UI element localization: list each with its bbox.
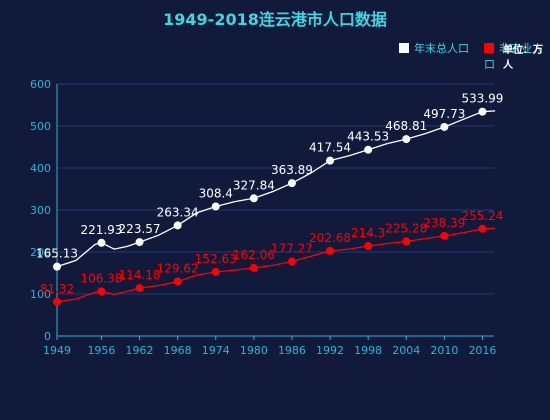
data-label-1: 81.32 bbox=[40, 282, 74, 296]
legend-item-nonag[interactable]: 非农业人口 bbox=[484, 40, 550, 72]
data-label-0: 223.57 bbox=[119, 222, 161, 236]
x-tick-label: 1998 bbox=[354, 344, 382, 357]
x-tick-label: 2010 bbox=[430, 344, 458, 357]
data-point-0 bbox=[135, 238, 144, 247]
axes: 0 100 200 300 400 500 600 1949 1956 1962 1968 1974 1… bbox=[30, 78, 496, 357]
chart-title: 1949-2018连云港市人口数据 bbox=[163, 10, 387, 29]
data-point-1 bbox=[364, 241, 373, 250]
x-tick-label: 1986 bbox=[278, 344, 306, 357]
x-tick-label: 1949 bbox=[43, 344, 71, 357]
data-label-0: 363.89 bbox=[271, 163, 313, 177]
y-tick-label: 400 bbox=[30, 162, 51, 175]
data-label-0: 308.4 bbox=[199, 186, 233, 200]
data-point-0 bbox=[478, 107, 487, 116]
data-point-0 bbox=[97, 238, 106, 247]
y-tick-label: 300 bbox=[30, 204, 51, 217]
data-point-0 bbox=[173, 221, 182, 230]
data-point-1 bbox=[53, 297, 61, 306]
data-label-0: 263.34 bbox=[157, 205, 199, 219]
x-tick-label: 1980 bbox=[240, 344, 268, 357]
data-point-0 bbox=[287, 179, 296, 188]
x-tick-label: 2016 bbox=[468, 344, 496, 357]
data-point-0 bbox=[326, 156, 335, 165]
y-tick-label: 200 bbox=[30, 246, 51, 259]
legend-label-nonag: 非农业人口 bbox=[484, 42, 543, 71]
data-label-1: 202.68 bbox=[309, 231, 351, 245]
legend-swatch-total bbox=[399, 43, 409, 53]
data-label-1: 214.3 bbox=[351, 226, 385, 240]
legend-item-total[interactable]: 年末总人口 bbox=[399, 40, 469, 56]
data-label-1: 225.28 bbox=[385, 221, 427, 235]
y-tick-label: 600 bbox=[30, 78, 51, 91]
x-tick-label: 1956 bbox=[87, 344, 115, 357]
data-label-0: 468.81 bbox=[385, 119, 427, 133]
data-point-1 bbox=[478, 224, 487, 233]
legend-swatch-nonag bbox=[484, 43, 494, 53]
data-point-1 bbox=[249, 263, 258, 272]
data-point-0 bbox=[211, 202, 220, 211]
series-line-0 bbox=[56, 110, 496, 268]
data-point-1 bbox=[173, 277, 182, 286]
x-tick-label: 1962 bbox=[126, 344, 154, 357]
unit-label: 单位：万人 bbox=[503, 45, 543, 71]
data-label-0: 417.54 bbox=[309, 141, 351, 155]
data-label-1: 177.27 bbox=[271, 242, 313, 256]
series-layer bbox=[53, 107, 496, 306]
x-tick-label: 1968 bbox=[164, 344, 192, 357]
data-point-0 bbox=[249, 194, 258, 203]
x-tick-label: 1992 bbox=[316, 344, 344, 357]
y-tick-label: 100 bbox=[30, 288, 51, 301]
data-point-0 bbox=[440, 122, 449, 131]
data-label-1: 238.39 bbox=[423, 216, 465, 230]
y-tick-label: 0 bbox=[44, 330, 51, 343]
data-label-1: 152.63 bbox=[195, 252, 237, 266]
data-point-1 bbox=[135, 284, 144, 293]
data-point-1 bbox=[326, 246, 335, 255]
data-label-0: 443.53 bbox=[347, 130, 389, 144]
data-label-1: 129.62 bbox=[157, 262, 199, 276]
x-tick-label: 2004 bbox=[392, 344, 420, 357]
data-point-1 bbox=[440, 231, 449, 240]
data-label-1: 162.06 bbox=[233, 248, 275, 262]
data-label-0: 327.84 bbox=[233, 178, 275, 192]
data-point-1 bbox=[97, 287, 106, 296]
grid-lines bbox=[57, 83, 494, 295]
data-label-0: 165.13 bbox=[36, 247, 78, 261]
legend-label-total: 年末总人口 bbox=[414, 42, 469, 55]
data-point-1 bbox=[402, 237, 411, 246]
data-label-1: 255.24 bbox=[461, 209, 503, 223]
data-label-1: 114.18 bbox=[119, 268, 161, 282]
x-tick-label: 1974 bbox=[202, 344, 230, 357]
data-point-0 bbox=[402, 135, 411, 144]
data-label-1: 106.38 bbox=[80, 271, 122, 285]
series-line-1 bbox=[56, 227, 496, 303]
data-point-1 bbox=[211, 267, 220, 276]
data-label-0: 497.73 bbox=[423, 107, 465, 121]
data-label-0: 221.93 bbox=[80, 223, 122, 237]
data-point-1 bbox=[287, 257, 296, 266]
data-label-0: 533.99 bbox=[461, 92, 503, 106]
y-tick-label: 500 bbox=[30, 120, 51, 133]
data-point-0 bbox=[53, 262, 61, 271]
data-point-0 bbox=[364, 145, 373, 154]
